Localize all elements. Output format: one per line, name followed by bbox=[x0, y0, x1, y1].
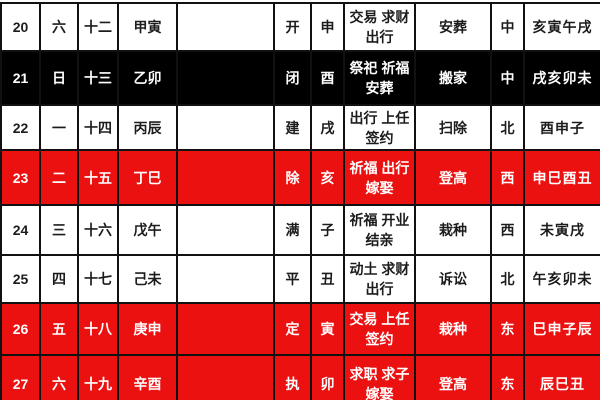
lunar-date-cell: 十六 bbox=[77, 204, 119, 256]
lucky-direction-cell: 北 bbox=[490, 104, 525, 151]
auspicious-activities-cell: 祭祀 祈福 安葬 bbox=[343, 50, 416, 106]
lunar-date-cell: 十五 bbox=[77, 149, 119, 206]
lucky-direction-cell: 西 bbox=[490, 149, 525, 206]
jianchu-cell: 满 bbox=[273, 204, 312, 256]
jianchu-cell: 平 bbox=[273, 254, 312, 304]
lunar-date-cell: 十八 bbox=[77, 302, 119, 356]
lunar-date-cell: 十九 bbox=[77, 354, 119, 400]
ganzhi-day-cell: 丁巳 bbox=[117, 149, 178, 206]
day-number-cell: 24 bbox=[0, 204, 41, 256]
lucky-hours-cell: 未寅戌 bbox=[523, 204, 600, 256]
day-number-cell: 27 bbox=[0, 354, 41, 400]
recommended-activity-cell: 栽种 bbox=[414, 302, 492, 356]
lucky-direction-cell: 中 bbox=[490, 2, 525, 52]
table-row-day-26: 26 五十八 庚申 定寅交易 上任 签约 栽种东巳申子辰 bbox=[0, 302, 600, 356]
lucky-hours-cell: 酉申子 bbox=[523, 104, 600, 151]
lucky-hours-cell: 午亥卯未 bbox=[523, 254, 600, 304]
recommended-activity-cell: 登高 bbox=[414, 149, 492, 206]
lucky-hours-cell: 申巳酉丑 bbox=[523, 149, 600, 206]
auspicious-activities-cell: 交易 上任 签约 bbox=[343, 302, 416, 356]
ganzhi-day-cell: 庚申 bbox=[117, 302, 178, 356]
table-row-day-24: 24 三十六 戊午 满子祈福 开业 结亲 栽种西未寅戌 bbox=[0, 204, 600, 256]
lunar-date-cell: 十二 bbox=[77, 2, 119, 52]
table-row-day-25: 25 四十七 己未 平丑动土 求财 出行 诉讼北午亥卯未 bbox=[0, 254, 600, 304]
lucky-direction-cell: 西 bbox=[490, 204, 525, 256]
zodiac-hour-cell: 寅 bbox=[310, 302, 345, 356]
zodiac-hour-cell: 亥 bbox=[310, 149, 345, 206]
zodiac-hour-cell: 酉 bbox=[310, 50, 345, 106]
jianchu-cell: 执 bbox=[273, 354, 312, 400]
lucky-hours-cell: 戌亥卯未 bbox=[523, 50, 600, 106]
jianchu-cell: 闭 bbox=[273, 50, 312, 106]
ganzhi-day-cell: 辛酉 bbox=[117, 354, 178, 400]
festival-cell bbox=[176, 254, 275, 304]
table-row-day-22: 22 一十四 丙辰 建戌出行 上任 签约 扫除北酉申子 bbox=[0, 104, 600, 151]
weekday-cell: 四 bbox=[39, 254, 79, 304]
recommended-activity-cell: 扫除 bbox=[414, 104, 492, 151]
jianchu-cell: 定 bbox=[273, 302, 312, 356]
day-number-cell: 20 bbox=[0, 2, 41, 52]
festival-cell bbox=[176, 354, 275, 400]
festival-cell bbox=[176, 104, 275, 151]
weekday-cell: 五 bbox=[39, 302, 79, 356]
ganzhi-day-cell: 戊午 bbox=[117, 204, 178, 256]
auspicious-activities-cell: 祈福 出行 嫁娶 bbox=[343, 149, 416, 206]
ganzhi-day-cell: 乙卯 bbox=[117, 50, 178, 106]
table-row-day-21: 21 日十三 乙卯 闭酉祭祀 祈福 安葬 搬家中戌亥卯未 bbox=[0, 50, 600, 106]
weekday-cell: 六 bbox=[39, 354, 79, 400]
recommended-activity-cell: 诉讼 bbox=[414, 254, 492, 304]
auspicious-activities-cell: 动土 求财 出行 bbox=[343, 254, 416, 304]
day-number-cell: 25 bbox=[0, 254, 41, 304]
lunar-date-cell: 十七 bbox=[77, 254, 119, 304]
festival-cell bbox=[176, 302, 275, 356]
lucky-direction-cell: 东 bbox=[490, 354, 525, 400]
jianchu-cell: 开 bbox=[273, 2, 312, 52]
festival-cell bbox=[176, 2, 275, 52]
table-row-day-27: 27 六十九 辛酉 执卯求职 求子 嫁娶 登高东辰巳丑 bbox=[0, 354, 600, 400]
recommended-activity-cell: 搬家 bbox=[414, 50, 492, 106]
zodiac-hour-cell: 卯 bbox=[310, 354, 345, 400]
lucky-hours-cell: 巳申子辰 bbox=[523, 302, 600, 356]
day-number-cell: 26 bbox=[0, 302, 41, 356]
jianchu-cell: 除 bbox=[273, 149, 312, 206]
lucky-direction-cell: 中 bbox=[490, 50, 525, 106]
lucky-hours-cell: 辰巳丑 bbox=[523, 354, 600, 400]
weekday-cell: 六 bbox=[39, 2, 79, 52]
zodiac-hour-cell: 丑 bbox=[310, 254, 345, 304]
lucky-direction-cell: 北 bbox=[490, 254, 525, 304]
weekday-cell: 日 bbox=[39, 50, 79, 106]
ganzhi-day-cell: 己未 bbox=[117, 254, 178, 304]
festival-cell bbox=[176, 204, 275, 256]
auspicious-activities-cell: 交易 求财 出行 bbox=[343, 2, 416, 52]
zodiac-hour-cell: 子 bbox=[310, 204, 345, 256]
table-row-day-20: 20 六十二 甲寅 开申交易 求财 出行 安葬中亥寅午戌 bbox=[0, 2, 600, 52]
recommended-activity-cell: 安葬 bbox=[414, 2, 492, 52]
ganzhi-day-cell: 甲寅 bbox=[117, 2, 178, 52]
lunar-date-cell: 十三 bbox=[77, 50, 119, 106]
weekday-cell: 三 bbox=[39, 204, 79, 256]
lucky-direction-cell: 东 bbox=[490, 302, 525, 356]
auspicious-activities-cell: 出行 上任 签约 bbox=[343, 104, 416, 151]
day-number-cell: 23 bbox=[0, 149, 41, 206]
zodiac-hour-cell: 申 bbox=[310, 2, 345, 52]
ganzhi-day-cell: 丙辰 bbox=[117, 104, 178, 151]
day-number-cell: 21 bbox=[0, 50, 41, 106]
lucky-hours-cell: 亥寅午戌 bbox=[523, 2, 600, 52]
weekday-cell: 二 bbox=[39, 149, 79, 206]
auspicious-activities-cell: 祈福 开业 结亲 bbox=[343, 204, 416, 256]
festival-cell bbox=[176, 50, 275, 106]
jianchu-cell: 建 bbox=[273, 104, 312, 151]
table-row-day-23: 23 二十五 丁巳 除亥祈福 出行 嫁娶 登高西申巳酉丑 bbox=[0, 149, 600, 206]
lunar-date-cell: 十四 bbox=[77, 104, 119, 151]
day-number-cell: 22 bbox=[0, 104, 41, 151]
recommended-activity-cell: 栽种 bbox=[414, 204, 492, 256]
zodiac-hour-cell: 戌 bbox=[310, 104, 345, 151]
weekday-cell: 一 bbox=[39, 104, 79, 151]
auspicious-activities-cell: 求职 求子 嫁娶 bbox=[343, 354, 416, 400]
festival-cell bbox=[176, 149, 275, 206]
recommended-activity-cell: 登高 bbox=[414, 354, 492, 400]
